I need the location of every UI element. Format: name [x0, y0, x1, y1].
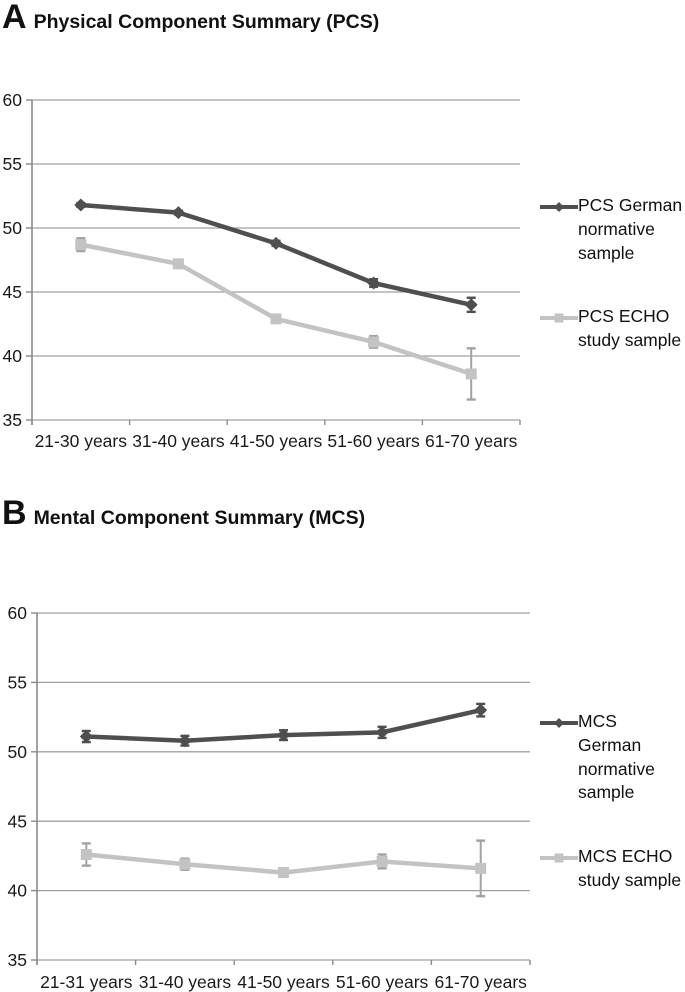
series-0	[79, 702, 488, 748]
mcs-echo-line-sample-icon	[540, 853, 578, 863]
y-tick-label: 55	[3, 154, 22, 174]
panel-a-title: A Physical Component Summary (PCS)	[2, 0, 379, 34]
x-tick-label: 31-40 years	[132, 431, 225, 451]
x-tick-label: 41-50 years	[237, 972, 330, 992]
series-1	[80, 839, 487, 898]
mcs-legend: MCS German normative sample MCS ECHO stu…	[540, 710, 685, 933]
y-tick-label: 45	[8, 811, 27, 831]
legend-item-pcs-german: PCS German normative sample	[540, 194, 685, 265]
gridlines	[26, 99, 520, 421]
x-tick-label: 31-40 years	[139, 972, 232, 992]
x-tick-label: 41-50 years	[230, 431, 323, 451]
series-1	[75, 237, 477, 401]
x-tick-label: 51-60 years	[327, 431, 420, 451]
series-0	[74, 198, 478, 314]
x-tick-label: 51-60 years	[336, 972, 429, 992]
y-tick-label: 45	[3, 282, 22, 302]
legend-item-pcs-echo: PCS ECHO study sample	[540, 305, 685, 353]
pcs-echo-line-sample-icon	[540, 313, 578, 323]
y-tick-label: 60	[8, 603, 28, 623]
y-tick-label: 40	[3, 346, 23, 366]
y-tick-label: 60	[3, 90, 23, 110]
mcs-german-line-sample-icon	[540, 718, 578, 728]
legend-label: MCS ECHO study sample	[578, 846, 682, 890]
panel-a-heading: Physical Component Summary (PCS)	[33, 11, 380, 33]
panel-b-title: B Mental Component Summary (MCS)	[2, 496, 365, 530]
pcs-chart: 60 55 50 45 40 35 21-30 years 31-40 years 41-50 …	[3, 90, 521, 451]
legend-item-mcs-german: MCS German normative sample	[540, 710, 685, 805]
legend-label: PCS ECHO study sample	[578, 306, 682, 351]
panel-a-letter: A	[2, 0, 27, 36]
x-tick-label: 21-30 years	[35, 431, 128, 451]
y-tick-label: 55	[8, 673, 27, 693]
y-tick-label: 50	[3, 218, 23, 238]
x-tick-label: 61-70 years	[425, 431, 518, 451]
y-tick-label: 35	[8, 950, 27, 970]
legend-label: MCS German normative sample	[578, 711, 655, 803]
pcs-german-line-sample-icon	[540, 202, 578, 212]
legend-item-mcs-echo: MCS ECHO study sample	[540, 845, 685, 893]
panel-b-letter: B	[2, 494, 27, 532]
y-tick-label: 50	[8, 742, 28, 762]
legend-label: PCS German normative sample	[578, 195, 683, 263]
gridlines	[31, 612, 530, 961]
panel-b-heading: Mental Component Summary (MCS)	[33, 507, 366, 529]
x-tick-label: 61-70 years	[434, 972, 527, 992]
pcs-legend: PCS German normative sample PCS ECHO stu…	[540, 194, 685, 393]
y-tick-label: 40	[8, 881, 28, 901]
y-tick-label: 35	[3, 410, 22, 430]
mcs-chart: 60 55 50 45 40 35 21-31 years 31-40 years 41-50 …	[8, 603, 531, 992]
x-tick-label: 21-31 years	[40, 972, 133, 992]
